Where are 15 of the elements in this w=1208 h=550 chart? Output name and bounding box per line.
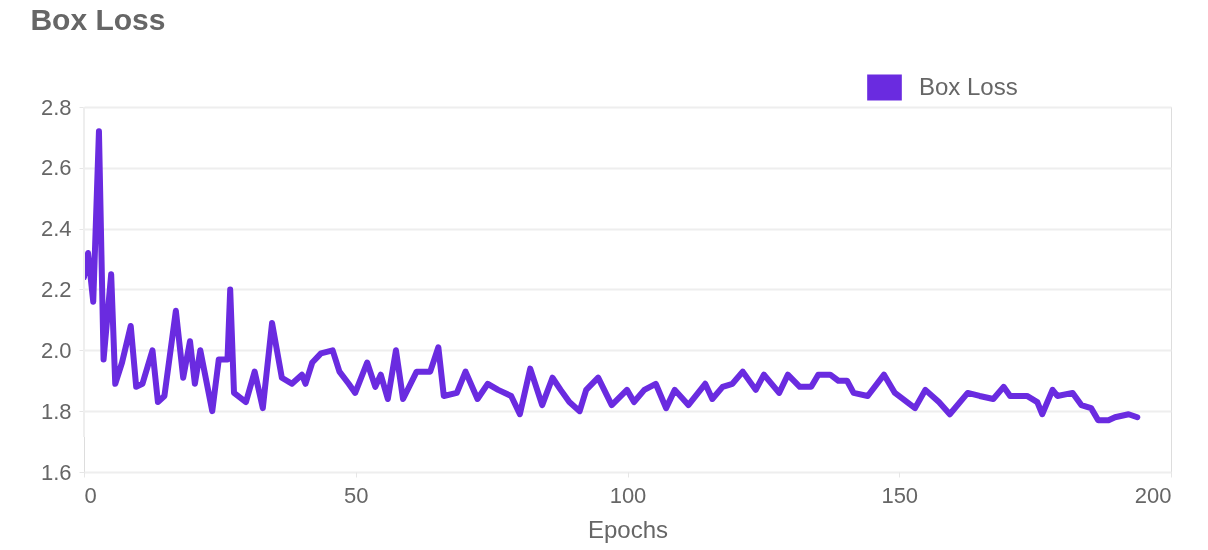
x-tick-label: 200 xyxy=(1134,482,1172,508)
y-tick-label: 2.2 xyxy=(40,277,72,302)
x-tick-label: 0 xyxy=(84,482,97,508)
x-tick-label: 50 xyxy=(344,482,369,508)
y-tick-label: 1.8 xyxy=(40,398,72,424)
x-tick-label: 150 xyxy=(881,482,919,508)
y-tick-label: 2.0 xyxy=(40,337,72,363)
y-tick-label: 1.6 xyxy=(40,459,72,485)
x-tick-label: 100 xyxy=(609,482,647,508)
y-tick-label: 2.4 xyxy=(40,216,72,242)
chart-title: Box Loss xyxy=(30,3,166,36)
x-axis-title: Epochs xyxy=(587,515,669,543)
y-tick-label: 2.6 xyxy=(40,155,72,181)
y-tick-label: 2.8 xyxy=(40,94,72,120)
legend-label: Box Loss xyxy=(919,72,1018,100)
